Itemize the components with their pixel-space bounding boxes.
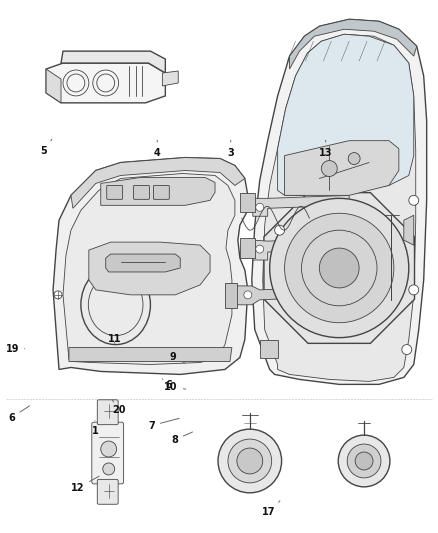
Polygon shape [61, 51, 165, 73]
Polygon shape [285, 141, 399, 196]
Text: 4: 4 [154, 140, 161, 158]
Text: 6: 6 [8, 406, 29, 423]
Polygon shape [260, 340, 278, 358]
Circle shape [409, 285, 419, 295]
Circle shape [348, 152, 360, 165]
Polygon shape [253, 196, 349, 216]
Circle shape [321, 160, 337, 176]
Polygon shape [162, 71, 178, 86]
Circle shape [275, 225, 285, 235]
Text: 3: 3 [227, 140, 234, 158]
FancyBboxPatch shape [97, 479, 118, 504]
Polygon shape [53, 158, 248, 375]
Polygon shape [252, 19, 427, 384]
Circle shape [228, 439, 272, 483]
FancyBboxPatch shape [153, 185, 170, 199]
Circle shape [409, 196, 419, 205]
Circle shape [244, 291, 252, 299]
Polygon shape [46, 63, 165, 103]
Circle shape [402, 345, 412, 354]
Text: 8: 8 [171, 432, 193, 445]
Text: 11: 11 [108, 334, 121, 344]
FancyBboxPatch shape [134, 185, 149, 199]
Text: 1: 1 [92, 420, 99, 436]
Polygon shape [404, 215, 414, 245]
Text: 20: 20 [112, 400, 126, 415]
Polygon shape [101, 177, 215, 205]
Text: 12: 12 [71, 476, 99, 493]
Polygon shape [225, 283, 237, 308]
Circle shape [237, 448, 263, 474]
Text: 7: 7 [148, 418, 179, 431]
FancyBboxPatch shape [92, 422, 124, 484]
Polygon shape [89, 242, 210, 295]
Circle shape [319, 248, 359, 288]
Circle shape [285, 213, 394, 322]
Polygon shape [69, 348, 232, 361]
Polygon shape [71, 158, 245, 208]
Polygon shape [278, 34, 414, 196]
Circle shape [218, 429, 282, 493]
Polygon shape [240, 193, 255, 212]
Text: 5: 5 [41, 139, 52, 156]
Circle shape [256, 203, 264, 211]
Circle shape [103, 463, 115, 475]
Circle shape [270, 198, 409, 337]
Polygon shape [240, 238, 255, 258]
Polygon shape [264, 192, 414, 343]
Circle shape [347, 444, 381, 478]
Polygon shape [46, 69, 61, 103]
FancyBboxPatch shape [107, 185, 123, 199]
FancyBboxPatch shape [97, 400, 118, 425]
Polygon shape [235, 285, 379, 305]
Text: 10: 10 [164, 382, 186, 392]
Circle shape [256, 245, 264, 253]
Circle shape [338, 435, 390, 487]
Polygon shape [263, 34, 416, 382]
Polygon shape [290, 19, 417, 69]
Text: 17: 17 [262, 501, 280, 517]
Polygon shape [253, 238, 347, 260]
Text: 19: 19 [6, 344, 25, 354]
Polygon shape [63, 173, 235, 365]
Text: 9: 9 [170, 352, 185, 364]
Circle shape [101, 441, 117, 457]
Circle shape [355, 452, 373, 470]
Text: 13: 13 [319, 140, 332, 158]
Text: 6: 6 [162, 379, 172, 390]
Polygon shape [106, 254, 180, 272]
Circle shape [54, 291, 62, 299]
